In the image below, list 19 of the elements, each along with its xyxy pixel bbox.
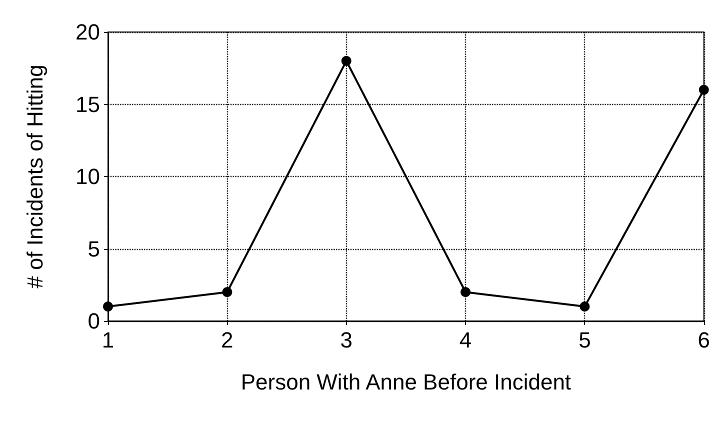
- x-tick-label: 1: [102, 328, 114, 352]
- point: [222, 287, 232, 298]
- x-tick-label: 6: [698, 328, 710, 352]
- x-tick-label: 4: [459, 328, 472, 352]
- y-tick-label: 5: [88, 236, 100, 262]
- y-axis-title: # of Incidents of Hitting: [22, 64, 48, 288]
- x-axis-title: Person With Anne Before Incident: [240, 370, 572, 394]
- point: [698, 84, 709, 95]
- x-tick-label: 2: [221, 328, 234, 352]
- point: [103, 302, 113, 312]
- x-tick-label: 3: [340, 328, 352, 352]
- point: [341, 56, 352, 66]
- y-tick-label: 20: [76, 20, 100, 44]
- y-tick-label: 0: [88, 308, 100, 334]
- x-tick-label: 5: [578, 328, 591, 352]
- y-tick-label: 15: [76, 92, 100, 117]
- y-tick-label: 10: [76, 164, 100, 189]
- point: [460, 287, 471, 298]
- point: [580, 302, 590, 312]
